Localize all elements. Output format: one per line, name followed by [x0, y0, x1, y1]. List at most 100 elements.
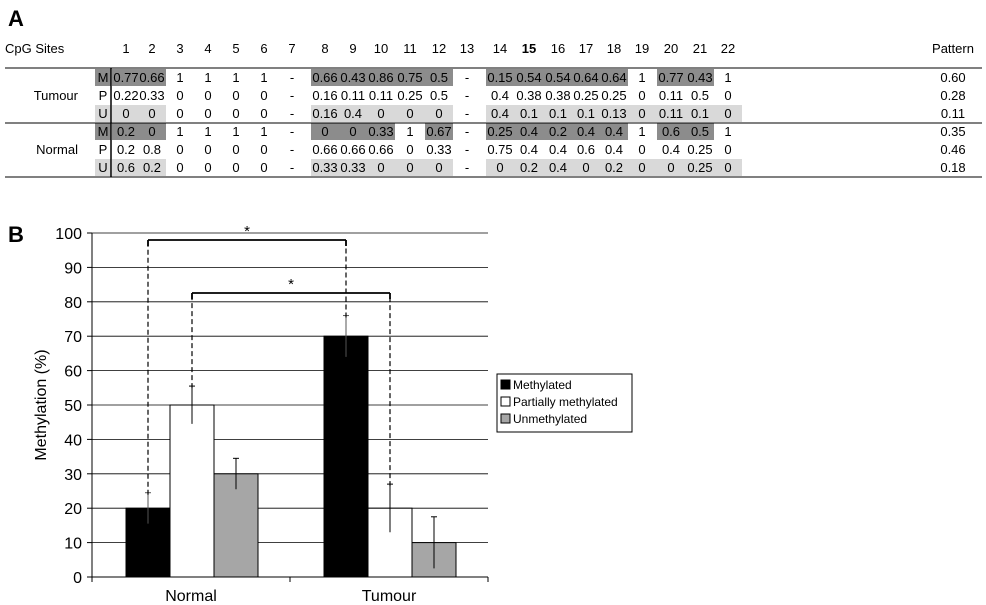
site-number: 11	[403, 41, 417, 56]
y-tick-label: 40	[64, 432, 82, 449]
row-code: P	[99, 142, 108, 157]
cell-highlight	[486, 123, 628, 140]
table-cell: -	[465, 88, 469, 103]
table-cell: 0	[349, 124, 356, 139]
table-cell: 0.4	[344, 106, 362, 121]
table-cell: 0.6	[577, 142, 595, 157]
table-cell: 0	[406, 160, 413, 175]
table-cell: 0	[724, 160, 731, 175]
table-cell: 1	[176, 70, 183, 85]
table-cell: 0.5	[691, 124, 709, 139]
site-number: 16	[551, 41, 565, 56]
table-cell: 0	[496, 160, 503, 175]
table-cell: 0.5	[430, 70, 448, 85]
table-cell: 0	[176, 88, 183, 103]
cell-highlight	[112, 69, 166, 86]
site-number: 20	[664, 41, 678, 56]
table-cell: 0.25	[397, 88, 422, 103]
table-cell: 0.77	[658, 70, 683, 85]
table-cell: 0.4	[491, 106, 509, 121]
table-cell: 0.16	[312, 106, 337, 121]
table-cell: 0.33	[139, 88, 164, 103]
table-cell: 0.2	[117, 124, 135, 139]
table-cell: 0.66	[312, 70, 337, 85]
pattern-header: Pattern	[932, 41, 974, 56]
table-cell: 0	[232, 106, 239, 121]
table-cell: 0.4	[605, 142, 623, 157]
y-axis-label: Methylation (%)	[33, 349, 50, 460]
table-cell: 1	[724, 124, 731, 139]
table-cell: 0.66	[340, 142, 365, 157]
site-number: 7	[288, 41, 295, 56]
x-category-label: Normal	[165, 588, 217, 605]
bar	[213, 473, 259, 578]
table-cell: -	[465, 124, 469, 139]
y-tick-label: 50	[64, 398, 82, 415]
row-code: M	[98, 70, 109, 85]
table-cell: 0	[321, 124, 328, 139]
table-cell: 0	[724, 88, 731, 103]
table-cell: 0.33	[312, 160, 337, 175]
table-cell: 0.4	[491, 88, 509, 103]
legend-swatch	[500, 396, 511, 407]
site-number: 17	[579, 41, 593, 56]
y-tick-label: 80	[64, 295, 82, 312]
table-cell: 0.75	[487, 142, 512, 157]
table-cell: 0.2	[143, 160, 161, 175]
pattern-value: 0.11	[941, 106, 965, 121]
cell-highlight	[311, 69, 453, 86]
table-cell: 1	[204, 70, 211, 85]
site-number: 2	[148, 41, 155, 56]
legend-label: Unmethylated	[513, 412, 587, 426]
table-cell: 0.6	[117, 160, 135, 175]
table-cell: 0	[638, 160, 645, 175]
table-cell: 0.86	[368, 70, 393, 85]
table-cell: 0.13	[601, 106, 626, 121]
cell-highlight	[657, 123, 714, 140]
table-cell: 0.4	[605, 124, 623, 139]
pattern-value: 0.28	[940, 88, 965, 103]
table-cell: 0.16	[312, 88, 337, 103]
panel-a-letter: A	[8, 6, 24, 31]
table-cell: -	[465, 106, 469, 121]
table-cell: 0.5	[691, 88, 709, 103]
table-cell: 0	[377, 160, 384, 175]
cpg-methylation-table: CpG Sites 1 2 3 4 5 6 7 8 9 10 11 12 13 14 15 16 17 18 19 20…	[5, 41, 982, 178]
table-cell: 1	[406, 124, 413, 139]
table-cell: 0.25	[487, 124, 512, 139]
table-cell: 0.38	[516, 88, 541, 103]
chart-legend: Methylated Partially methylated Unmethylat…	[496, 373, 633, 433]
table-cell: 0.4	[662, 142, 680, 157]
table-cell: 0	[204, 160, 211, 175]
bar	[169, 404, 215, 578]
table-cell: 0	[122, 106, 129, 121]
pattern-value: 0.35	[940, 124, 965, 139]
table-cell: 0.33	[368, 124, 393, 139]
table-cell: 0.66	[139, 70, 164, 85]
table-cell: 0.2	[520, 160, 538, 175]
table-cell: 0.2	[117, 142, 135, 157]
table-cell: 1	[260, 70, 267, 85]
table-cell: 1	[204, 124, 211, 139]
table-cell: 0	[377, 106, 384, 121]
group-label: Tumour	[34, 88, 79, 103]
table-cell: 0.15	[487, 70, 512, 85]
table-cell: 0	[148, 106, 155, 121]
cell-highlight	[486, 105, 742, 122]
code-highlight	[95, 105, 111, 122]
site-number: 5	[232, 41, 239, 56]
cell-highlight	[311, 105, 453, 122]
group-label: Normal	[36, 142, 78, 157]
table-cell: 0	[204, 106, 211, 121]
y-tick-label: 10	[64, 536, 82, 553]
legend-box	[496, 373, 633, 433]
legend-label: Partially methylated	[513, 395, 618, 409]
site-number: 19	[635, 41, 649, 56]
table-cell: 0	[724, 106, 731, 121]
table-cell: 1	[260, 124, 267, 139]
table-cell: 0.2	[605, 160, 623, 175]
table-cell: 0.25	[687, 160, 712, 175]
legend-label: Methylated	[513, 378, 572, 392]
legend-swatch	[500, 379, 511, 390]
